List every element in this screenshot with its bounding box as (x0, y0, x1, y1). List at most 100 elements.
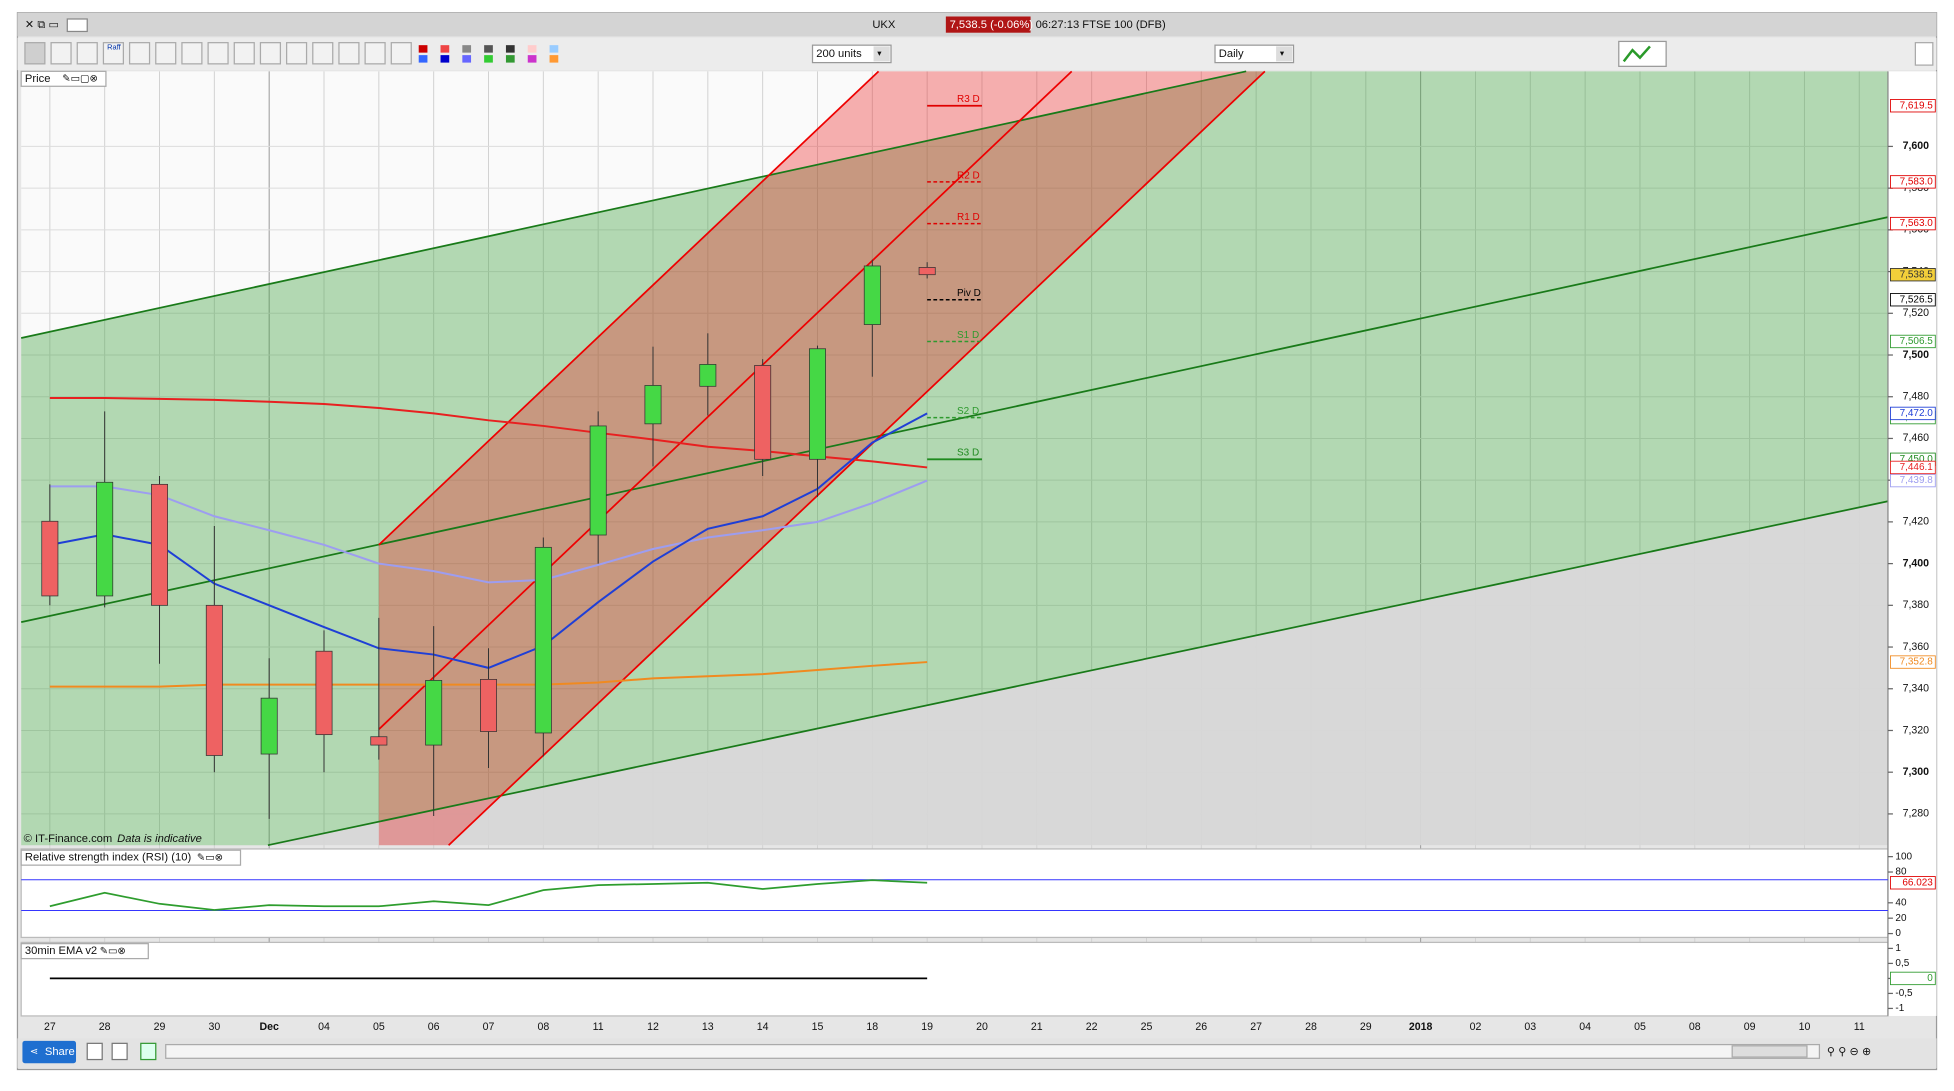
candle-body (480, 679, 497, 732)
color-swatch[interactable] (418, 55, 428, 63)
bottom-tool[interactable] (111, 1042, 128, 1061)
candle-body (644, 385, 662, 425)
candle-body (754, 365, 772, 460)
color-swatch[interactable] (462, 45, 472, 53)
candle-body (41, 520, 59, 597)
axis-value-label: 7,526.5 (1900, 294, 1934, 305)
panel-icons[interactable]: ✎▭⊗ (197, 852, 223, 863)
y-tick-label: -0,5 (1895, 988, 1913, 999)
color-swatch[interactable] (549, 55, 559, 63)
y-tick-label: 7,500 (1903, 349, 1930, 361)
window-controls[interactable]: ✕ ⧉ ▭ (25, 19, 59, 31)
candle-body (151, 483, 168, 606)
tool-button[interactable] (181, 42, 203, 65)
chart-style-icon (1622, 45, 1651, 63)
tool-button[interactable] (128, 42, 151, 65)
color-swatch[interactable] (462, 55, 472, 63)
axis-value-label: 7,538.5 (1900, 269, 1934, 280)
pivot-name: S2 D (957, 406, 979, 417)
color-swatch[interactable] (440, 55, 450, 63)
menu-button[interactable] (66, 18, 88, 33)
quote: 7,538.5 (-0.06%) (950, 19, 1034, 31)
tool-button[interactable] (312, 42, 334, 65)
tool-button[interactable] (233, 42, 255, 65)
y-tick-label: 7,280 (1903, 808, 1930, 820)
tool-button[interactable] (338, 42, 360, 65)
copyright: © IT-Finance.com (24, 833, 113, 845)
color-swatch[interactable] (418, 45, 428, 53)
period-arrow[interactable] (1276, 46, 1293, 62)
tool-button[interactable] (207, 42, 229, 65)
tool-button[interactable] (102, 42, 124, 65)
tool-button[interactable] (390, 42, 412, 65)
zoom-tools[interactable]: ⚲ ⚲ ⊖ ⊕ (1827, 1046, 1872, 1058)
tool-button[interactable] (24, 42, 46, 65)
tool-button[interactable] (76, 42, 98, 65)
period-value: Daily (1219, 48, 1244, 60)
channel-line (267, 500, 1889, 847)
y-tick-label: 0,5 (1895, 958, 1909, 969)
size-arrow[interactable] (873, 46, 890, 62)
y-tick-label: 80 (1895, 867, 1907, 878)
x-tick-label: 29 (1360, 1021, 1372, 1033)
axis-value-box (1890, 473, 1936, 488)
axis-value-box (1890, 971, 1936, 986)
indicator-line (49, 879, 928, 911)
x-tick-label: 27 (44, 1021, 56, 1033)
axis-value-label: 7,352.8 (1900, 657, 1934, 668)
candle-body (260, 697, 278, 755)
x-tick-label: 12 (647, 1021, 659, 1033)
tool-button[interactable] (155, 42, 177, 65)
x-tick-label: 06 (428, 1021, 440, 1033)
tool-button[interactable] (364, 42, 386, 65)
y-tick-label: 0 (1895, 928, 1901, 939)
color-swatch[interactable] (440, 45, 450, 53)
panel-icons[interactable]: ✎▭⊗ (100, 946, 126, 957)
color-swatch[interactable] (484, 45, 493, 53)
bottom-tool[interactable] (140, 1042, 157, 1061)
axis-value-label: 7,450.0 (1900, 454, 1934, 465)
panel-icons[interactable]: ✎▭▢⊗ (62, 73, 97, 84)
raff-tool[interactable]: Raff (107, 43, 121, 52)
note: Data is indicative (117, 833, 202, 845)
y-tick-label: 7,300 (1903, 766, 1930, 778)
x-tick-label: 28 (1305, 1021, 1317, 1033)
x-tick-label: 03 (1524, 1021, 1536, 1033)
y-tick-label: 7,600 (1903, 140, 1930, 152)
y-tick-label: 40 (1895, 897, 1907, 908)
x-tick-label: 14 (757, 1021, 769, 1033)
channel-line (448, 70, 1266, 846)
x-tick-label: 25 (1141, 1021, 1153, 1033)
panel-title: Relative strength index (RSI) (10) (25, 852, 192, 864)
scrollbar[interactable] (165, 1043, 1821, 1059)
scroll-thumb[interactable] (1731, 1045, 1808, 1058)
share-label: Share (45, 1046, 75, 1058)
marks: 27 28 29 30 Dec 04 05 06 07 08 11 12 13 14 15 18 19 20 21 2… (21, 94, 1936, 1033)
tool-button[interactable] (50, 42, 72, 65)
color-swatch[interactable] (505, 55, 515, 63)
axis-value-box (1890, 216, 1936, 231)
pivot-name: S3 D (957, 448, 979, 459)
tool-button[interactable] (259, 42, 282, 65)
share-button[interactable] (22, 1040, 77, 1064)
x-tick-label: 05 (373, 1021, 385, 1033)
x-tick-label: 11 (1854, 1021, 1865, 1033)
size-select[interactable] (811, 44, 892, 64)
x-tick-label: 10 (1799, 1021, 1811, 1033)
color-swatch[interactable] (527, 55, 537, 63)
y-tick-label: 1 (1895, 943, 1901, 954)
candle-body (370, 736, 388, 746)
side-button[interactable] (1914, 42, 1934, 66)
period-select[interactable] (1214, 44, 1295, 64)
color-swatch[interactable] (527, 45, 537, 53)
color-swatch[interactable] (549, 45, 559, 53)
x-tick-label: 15 (812, 1021, 824, 1033)
color-swatch[interactable] (505, 45, 515, 53)
axis-value-box (1890, 406, 1936, 421)
axis-value-box (1890, 876, 1936, 890)
color-swatch[interactable] (484, 55, 493, 63)
tool-button[interactable] (285, 42, 308, 65)
bottom-tool[interactable] (86, 1042, 103, 1061)
axis-value-box (1890, 334, 1936, 349)
